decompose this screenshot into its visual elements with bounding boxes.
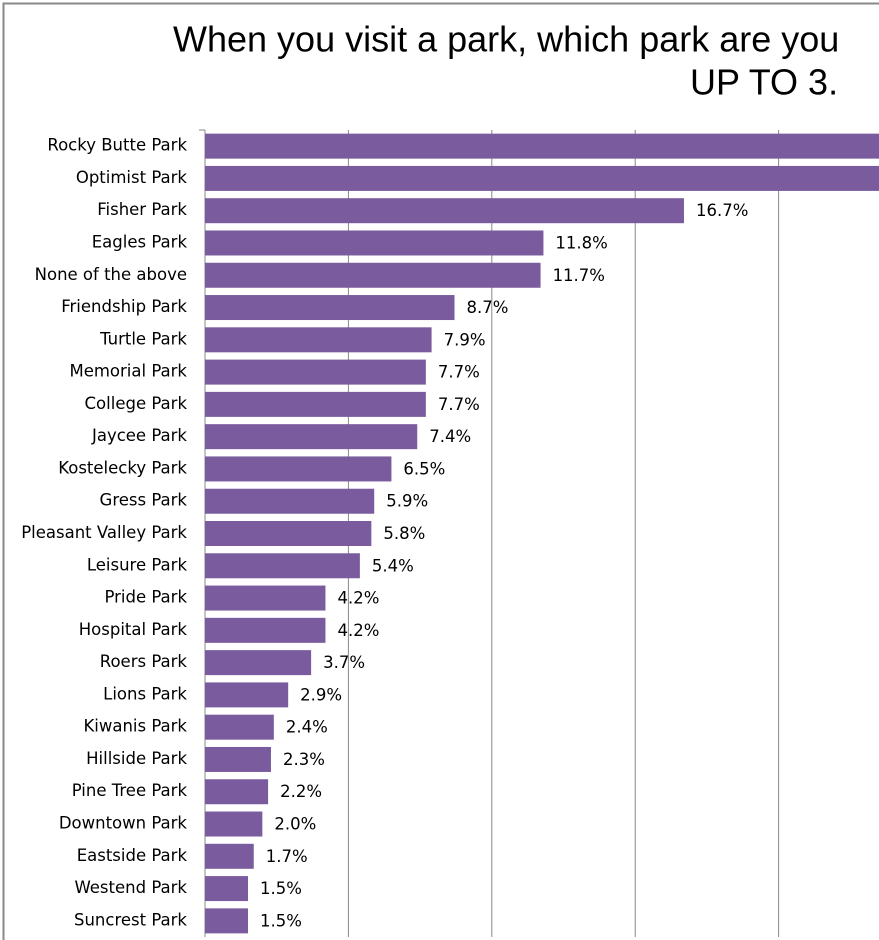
bar xyxy=(205,617,326,643)
y-tick-label: Eagles Park xyxy=(92,232,188,251)
data-label: 7.7% xyxy=(438,363,480,382)
data-label: 5.9% xyxy=(386,492,428,511)
y-tick-label: Turtle Park xyxy=(99,329,187,348)
data-label: 8.7% xyxy=(467,298,509,317)
bar xyxy=(205,359,426,385)
y-tick-label: None of the above xyxy=(35,265,187,284)
bar xyxy=(205,295,455,321)
y-tick-label: Pleasant Valley Park xyxy=(21,523,187,542)
bar xyxy=(205,876,249,902)
bar xyxy=(205,230,544,256)
y-tick-label: Downtown Park xyxy=(59,814,188,833)
data-label: 4.2% xyxy=(337,621,379,640)
bar xyxy=(205,553,360,579)
data-label: 11.8% xyxy=(555,233,607,252)
data-label: 2.9% xyxy=(300,685,342,704)
bar xyxy=(205,811,263,837)
data-label: 2.2% xyxy=(280,782,322,801)
y-tick-label: Memorial Park xyxy=(69,362,187,381)
y-tick-label: Hillside Park xyxy=(86,749,187,768)
bar xyxy=(205,424,418,450)
bar xyxy=(205,391,426,417)
data-label: 5.4% xyxy=(372,556,414,575)
y-tick-label: Gress Park xyxy=(100,491,188,510)
data-label: 4.2% xyxy=(337,589,379,608)
y-tick-label: Kiwanis Park xyxy=(83,717,187,736)
bar xyxy=(205,682,289,708)
bar xyxy=(205,521,372,546)
y-tick-label: Suncrest Park xyxy=(74,910,187,929)
bar xyxy=(205,165,879,191)
data-label: 3.7% xyxy=(323,653,365,672)
y-tick-label: Westend Park xyxy=(74,878,187,897)
y-tick-label: Fisher Park xyxy=(97,200,187,219)
bar xyxy=(205,843,254,869)
y-tick-label: Lions Park xyxy=(103,684,187,703)
y-tick-label: Friendship Park xyxy=(61,297,187,316)
bar xyxy=(205,714,274,740)
bar xyxy=(205,650,312,676)
data-label: 1.5% xyxy=(260,879,302,898)
y-tick-label: Optimist Park xyxy=(76,168,188,187)
bar xyxy=(205,488,375,514)
bar xyxy=(205,456,392,482)
bar xyxy=(205,585,326,611)
bar xyxy=(205,262,541,288)
data-label: 11.7% xyxy=(553,266,605,285)
chart-title: When you visit a park, which park are yo… xyxy=(173,19,839,60)
data-label: 7.7% xyxy=(438,395,480,414)
bar xyxy=(205,779,269,805)
y-tick-label: Pride Park xyxy=(104,588,187,607)
bar xyxy=(205,908,249,934)
data-label: 1.7% xyxy=(266,847,308,866)
data-label: 2.4% xyxy=(286,718,328,737)
bar xyxy=(205,746,271,772)
y-tick-label: Jaycee Park xyxy=(91,426,187,445)
data-label: 5.8% xyxy=(383,524,425,543)
y-tick-label: College Park xyxy=(85,394,188,413)
bar xyxy=(205,198,684,224)
bar xyxy=(205,327,432,353)
y-tick-label: Roers Park xyxy=(100,652,188,671)
data-label: 16.7% xyxy=(696,201,748,220)
chart-title: UP TO 3. xyxy=(690,62,838,103)
y-tick-label: Hospital Park xyxy=(79,620,188,639)
data-label: 7.9% xyxy=(444,330,486,349)
y-tick-label: Eastside Park xyxy=(77,846,188,865)
y-tick-label: Pine Tree Park xyxy=(72,781,188,800)
bar xyxy=(205,133,879,159)
data-label: 1.5% xyxy=(260,911,302,930)
data-label: 7.4% xyxy=(429,427,471,446)
y-tick-label: Kostelecky Park xyxy=(58,458,187,477)
y-tick-label: Rocky Butte Park xyxy=(47,136,187,155)
data-label: 2.3% xyxy=(283,750,325,769)
data-label: 6.5% xyxy=(403,459,445,478)
data-label: 2.0% xyxy=(274,815,316,834)
y-tick-label: Leisure Park xyxy=(87,555,188,574)
